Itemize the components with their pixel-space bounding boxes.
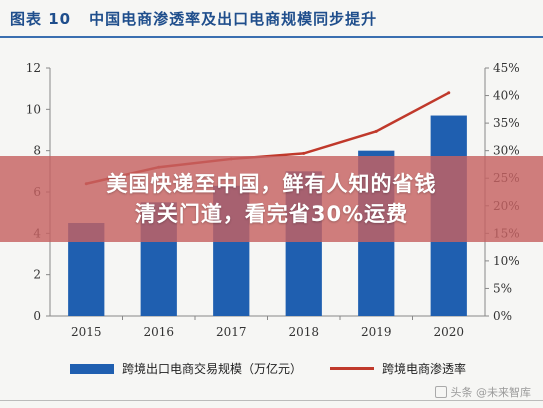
right-tick-label: 45% [493, 61, 520, 75]
legend-swatch-line [330, 367, 374, 370]
legend-item-bar: 跨境出口电商交易规模（万亿元） [70, 360, 302, 377]
x-tick-label: 2018 [288, 325, 319, 339]
line-point-2019 [374, 129, 378, 133]
legend-swatch-bar [70, 363, 114, 374]
right-tick-label: 5% [493, 281, 512, 295]
x-tick-label: 2019 [361, 325, 392, 339]
x-tick-label: 2015 [71, 325, 102, 339]
line-point-2018 [302, 151, 306, 155]
right-tick-label: 35% [493, 116, 520, 130]
legend-label-line: 跨境电商渗透率 [382, 362, 467, 376]
promo-banner[interactable]: 美国快递至中国，鲜有人知的省钱 清关门道，看完省30%运费 [0, 156, 543, 242]
header-divider [0, 36, 543, 38]
left-tick-label: 2 [33, 268, 41, 282]
right-tick-label: 30% [493, 144, 520, 158]
right-tick-label: 10% [493, 254, 520, 268]
figure-header: 图表 10 中国电商渗透率及出口电商规模同步提升 [0, 0, 543, 36]
x-tick-label: 2016 [143, 325, 174, 339]
promo-line-1: 美国快递至中国，鲜有人知的省钱 [106, 172, 437, 196]
source-watermark: 头条 @未来智库 [434, 384, 532, 400]
bottom-divider [0, 400, 543, 401]
chart-legend: 跨境出口电商交易规模（万亿元） 跨境电商渗透率 [0, 352, 543, 382]
promo-line-2: 清关门道，看完省30%运费 [134, 202, 409, 226]
x-tick-label: 2020 [433, 325, 464, 339]
toutiao-icon [434, 386, 447, 398]
figure-label: 图表 10 [10, 9, 72, 28]
watermark-text: 头条 @未来智库 [450, 386, 532, 399]
line-point-2020 [447, 91, 451, 95]
right-tick-label: 40% [493, 89, 520, 103]
x-tick-label: 2017 [216, 325, 247, 339]
figure-title: 中国电商渗透率及出口电商规模同步提升 [89, 9, 378, 28]
left-tick-label: 10 [26, 102, 41, 116]
legend-item-line: 跨境电商渗透率 [330, 360, 466, 377]
left-tick-label: 8 [33, 144, 41, 158]
legend-label-bar: 跨境出口电商交易规模（万亿元） [122, 362, 303, 376]
left-tick-label: 12 [26, 61, 41, 75]
right-tick-label: 0% [493, 309, 512, 323]
left-tick-label: 0 [33, 309, 41, 323]
